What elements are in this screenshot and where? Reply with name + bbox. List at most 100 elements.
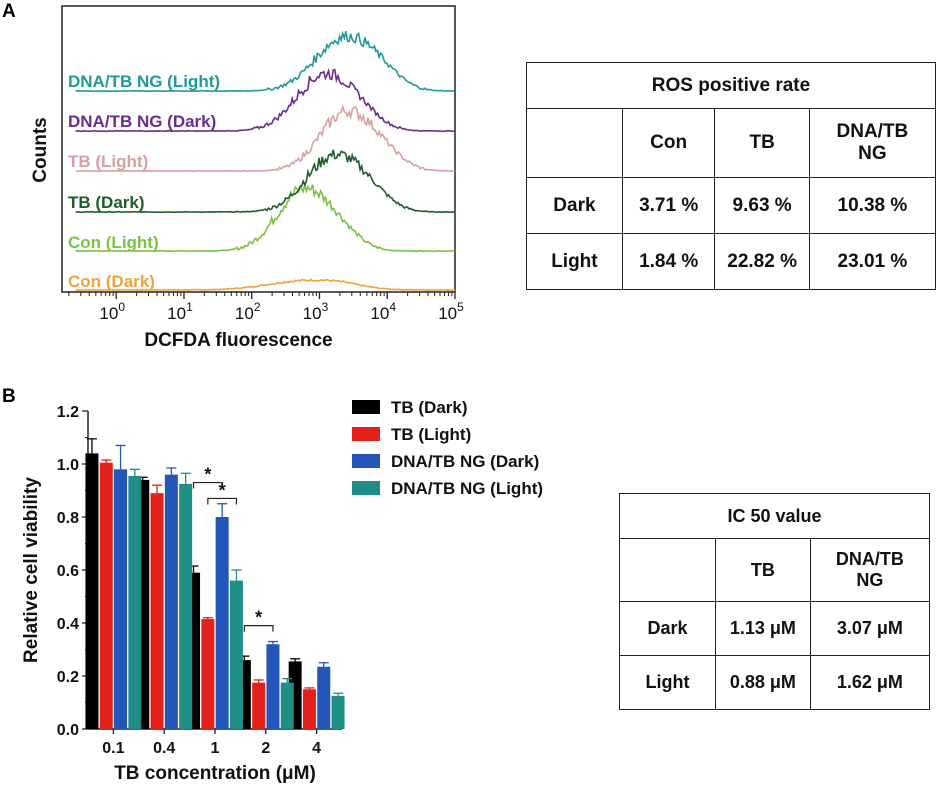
histogram-x-tick-label: 102 <box>235 300 261 323</box>
histogram-x-tick-label: 101 <box>167 300 193 323</box>
ic50-table-title: IC 50 value <box>619 493 930 539</box>
ic50-dark-tb: 1.13 μM <box>714 601 811 656</box>
bar-tb-light-2 <box>252 682 266 729</box>
bar-dna-tb-ng-dark-1 <box>215 517 229 729</box>
histogram-x-tick-label: 100 <box>99 300 125 323</box>
histogram-label-tb-dark: TB (Dark) <box>68 193 145 212</box>
histogram-x-tick-label: 103 <box>303 300 329 323</box>
bar-tb-dark-0-1 <box>85 453 99 729</box>
flow-histogram-panel: 100 101 102 103 104 105 DCFDA fluorescence Coun… <box>30 5 464 351</box>
ros-dark-dnatb: 10.38 % <box>808 177 937 234</box>
bar-dna-tb-ng-dark-0-4 <box>164 474 178 729</box>
histogram-x-tick-exponent: 5 <box>457 300 464 314</box>
significance-bracket <box>207 497 238 505</box>
histogram-x-tick-exponent: 2 <box>254 300 261 314</box>
ros-dark-tb: 9.63 % <box>714 177 810 234</box>
ros-col-con: Con <box>621 108 716 178</box>
legend-label-tb-dark: TB (Dark) <box>391 398 468 417</box>
ic50-col-dnatb: DNA/TB NG <box>809 538 931 602</box>
histogram-series-con-dark <box>75 278 456 292</box>
panel-label-a: A <box>2 1 16 22</box>
bar-x-tick-label-1: 1 <box>211 740 220 757</box>
bar-tb-light-0-1 <box>99 462 113 729</box>
bar-dna-tb-ng-light-0-1 <box>128 475 142 729</box>
bar-dna-tb-ng-light-1 <box>229 580 243 729</box>
legend-label-dna-tb-ng-dark: DNA/TB NG (Dark) <box>391 452 539 471</box>
bar-x-tick-label-2: 2 <box>261 740 270 757</box>
bar-dna-tb-ng-dark-4 <box>317 666 331 729</box>
histogram-plot-frame <box>61 5 456 293</box>
histogram-x-tick-label: 104 <box>370 300 396 323</box>
histogram-x-axis-label: DCFDA fluorescence <box>144 330 332 351</box>
significance-star: * <box>204 465 211 485</box>
ros-light-con: 1.84 % <box>621 233 716 290</box>
bar-tb-light-0-4 <box>150 493 164 729</box>
ros-col-dnatb: DNA/TB NG <box>808 108 937 178</box>
bar-y-tick-label: 0.0 <box>57 722 79 739</box>
histogram-label-con-light: Con (Light) <box>68 233 159 252</box>
legend-label-dna-tb-ng-light: DNA/TB NG (Light) <box>391 479 543 498</box>
significance-star: * <box>255 608 262 628</box>
bar-dna-tb-ng-light-2 <box>280 682 294 729</box>
bar-y-tick-label: 0.4 <box>57 616 79 633</box>
bar-x-axis-label: TB concentration (μM) <box>114 763 316 784</box>
bar-y-axis-label: Relative cell viability <box>21 477 42 663</box>
histogram-y-axis-label: Counts <box>30 117 51 182</box>
ic50-value-table: IC 50 value TB DNA/TB NG Dark 1.13 μM 3.… <box>619 493 931 710</box>
ic50-light-tb: 0.88 μM <box>714 655 811 710</box>
bar-dna-tb-ng-dark-2 <box>266 644 280 729</box>
ic50-row-light-label: Light <box>619 655 716 710</box>
histogram-x-tick-exponent: 1 <box>186 300 193 314</box>
histogram-label-con-dark: Con (Dark) <box>68 272 155 291</box>
viability-bar-panel: 0.0 0.2 0.4 0.6 0.8 1.0 1.2 Relative cell viabi… <box>21 398 543 784</box>
bar-dna-tb-ng-light-0-4 <box>179 483 193 729</box>
ros-row-light-label: Light <box>526 233 623 290</box>
ros-row-dark-label: Dark <box>526 177 623 234</box>
histogram-x-tick-exponent: 3 <box>322 300 329 314</box>
bar-y-tick-label: 1.0 <box>57 457 79 474</box>
histogram-label-dna-tb-ng-light: DNA/TB NG (Light) <box>68 72 220 91</box>
ros-col-tb: TB <box>714 108 810 178</box>
bar-y-tick-label: 0.2 <box>57 669 79 686</box>
bar-x-tick-label-4: 4 <box>312 740 321 757</box>
histogram-label-dna-tb-ng-dark: DNA/TB NG (Dark) <box>68 112 216 131</box>
significance-bracket <box>243 625 274 632</box>
ros-light-tb: 22.82 % <box>714 233 810 290</box>
histogram-x-tick-exponent: 4 <box>389 300 396 314</box>
bar-y-tick-label: 0.6 <box>57 563 79 580</box>
bar-x-tick-label-0-4: 0.4 <box>153 740 175 757</box>
ic50-table-corner <box>619 538 716 602</box>
legend-swatch-tb-light <box>352 427 380 441</box>
histogram-series-tb-dark <box>75 149 456 214</box>
ros-positive-rate-table: ROS positive rate Con TB DNA/TB NG Dark … <box>526 62 937 290</box>
histogram-series-dna-tb-ng-light <box>75 30 456 93</box>
ic50-row-dark-label: Dark <box>619 601 716 656</box>
legend-swatch-tb-dark <box>352 400 380 414</box>
histogram-series-dna-tb-ng-dark <box>75 68 456 133</box>
ros-light-dnatb: 23.01 % <box>808 233 937 290</box>
histogram-series-con-light <box>75 183 456 253</box>
legend-swatch-dna-tb-ng-dark <box>352 454 380 468</box>
ros-table-title: ROS positive rate <box>526 62 936 109</box>
ic50-light-dnatb: 1.62 μM <box>809 655 931 710</box>
histogram-label-tb-light: TB (Light) <box>68 152 148 171</box>
ic50-dark-dnatb: 3.07 μM <box>809 601 931 656</box>
bar-tb-light-4 <box>302 689 316 729</box>
significance-bracket <box>192 481 223 489</box>
legend-swatch-dna-tb-ng-light <box>352 481 380 495</box>
bar-tb-light-1 <box>201 619 215 729</box>
bar-dna-tb-ng-dark-0-1 <box>114 469 128 729</box>
panel-label-b: B <box>2 386 16 407</box>
bar-y-tick-label: 0.8 <box>57 510 79 527</box>
histogram-series-tb-light <box>75 104 456 173</box>
bar-x-tick-label-0-1: 0.1 <box>102 740 124 757</box>
bar-dna-tb-ng-light-4 <box>331 695 345 729</box>
ros-table-corner <box>526 108 623 178</box>
legend-label-tb-light: TB (Light) <box>391 425 471 444</box>
ic50-col-tb: TB <box>714 538 811 602</box>
bar-y-tick-label: 1.2 <box>57 404 79 421</box>
histogram-x-tick-label: 105 <box>438 300 464 323</box>
ros-dark-con: 3.71 % <box>621 177 716 234</box>
significance-star: * <box>219 480 226 500</box>
